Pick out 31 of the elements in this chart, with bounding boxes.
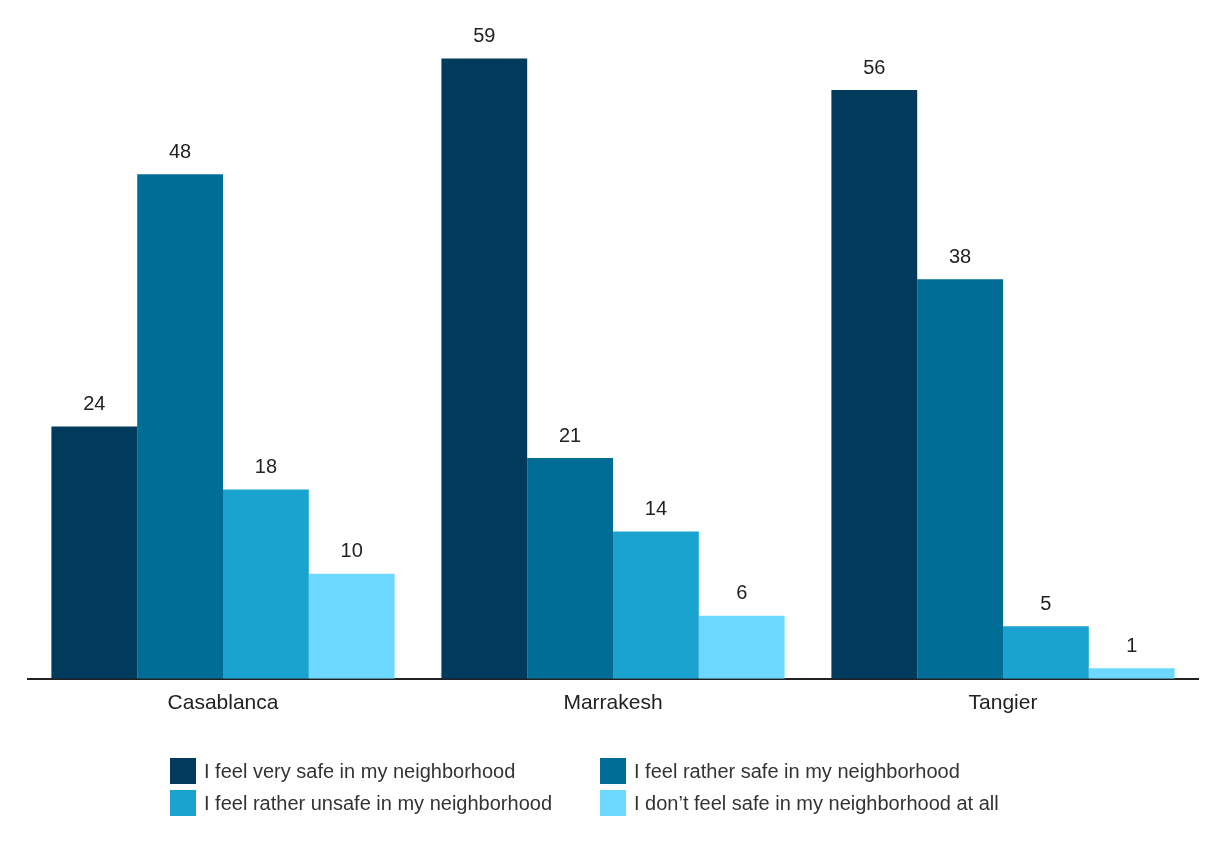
bar [308,573,395,679]
bar [917,279,1003,679]
data-label: 5 [1040,591,1052,614]
bar [1003,626,1089,679]
bar [223,489,309,679]
x-tick-label: Marrakesh [563,690,663,714]
data-label: 6 [736,581,748,604]
data-label: 59 [473,24,496,47]
x-tick-label: Casablanca [167,690,279,714]
data-label: 14 [644,497,668,520]
bar [613,531,699,679]
data-label: 1 [1126,633,1138,656]
bar [831,90,918,679]
bar [527,458,613,679]
legend-label: I feel rather unsafe in my neighborhood [204,791,552,815]
data-label: 18 [254,455,278,478]
bar [441,58,528,679]
data-label: 56 [863,55,886,78]
data-label: 24 [83,392,106,414]
bar [698,615,785,679]
data-label: 38 [948,244,972,267]
legend-label: I feel rather safe in my neighborhood [634,759,960,783]
legend-label: I don’t feel safe in my neighborhood at all [634,791,999,815]
data-label: 21 [558,423,582,446]
legend-label: I feel very safe in my neighborhood [204,759,516,783]
bar [137,174,223,679]
data-label: 10 [340,539,363,562]
bar [1088,668,1175,679]
bar [51,426,138,679]
data-label: 48 [168,139,192,162]
x-tick-label: Tangier [968,690,1038,714]
